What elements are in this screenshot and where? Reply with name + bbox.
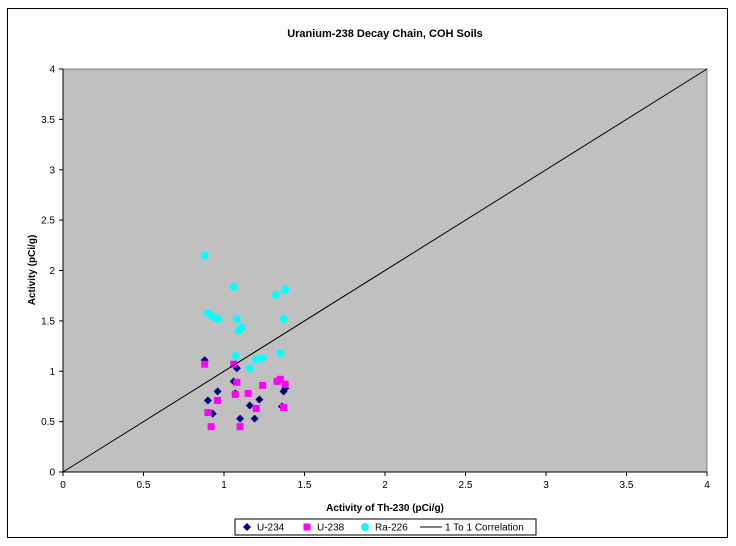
data-point [230,360,238,368]
data-point [200,251,209,260]
legend-box [234,518,537,536]
chart-title: Uranium-238 Decay Chain, COH Soils [287,28,483,40]
y-axis: 0 0.5 1 1.5 2 2.5 3 3.5 4 [41,65,64,479]
x-tick-label: 3.5 [620,480,634,491]
x-axis-title: Activity of Th-230 (pCi/g) [326,503,444,514]
data-point [250,414,259,423]
data-point [207,423,215,431]
y-tick-label: 1.5 [41,316,55,327]
data-point [236,423,244,431]
data-point [276,375,284,383]
data-point [244,389,252,397]
x-tick-label: 0 [60,480,66,491]
y-tick-label: 1 [49,367,55,378]
series-1-to-1-correlation [62,68,708,473]
legend-entry-label: U-238 [317,523,345,534]
x-tick-label: 1 [221,480,227,491]
data-point [281,380,289,388]
y-tick-label: 0.5 [41,417,55,428]
data-point [204,409,212,417]
y-tick-label: 2 [49,266,55,277]
data-point [276,349,285,358]
legend: U-234 U-238 Ra-226 1 To 1 Correlation [234,518,537,536]
data-point [252,405,260,413]
x-tick-label: 2.5 [459,480,473,491]
data-point [233,378,241,386]
y-tick-label: 4 [49,65,55,76]
y-axis-title: Activity (pCi/g) [27,235,38,306]
data-point [213,314,222,323]
data-point [231,352,240,361]
data-point [245,401,254,410]
correlation-line [62,68,708,473]
data-point [214,396,222,404]
x-tick-label: 2 [382,480,388,491]
data-point [258,354,267,363]
series-u-238 [201,360,289,431]
y-tick-label: 3.5 [41,115,55,126]
data-point [203,396,212,405]
data-point [201,360,209,368]
data-point [280,404,288,412]
series-ra-226 [200,251,290,373]
legend-entry-label: U-234 [257,523,285,534]
data-point [213,387,222,396]
data-point [281,285,290,294]
y-tick-label: 2.5 [41,216,55,227]
x-tick-label: 4 [704,480,710,491]
x-tick-label: 3 [543,480,549,491]
data-point [259,381,267,389]
legend-entry-label: Ra-226 [375,523,408,534]
y-tick-label: 3 [49,165,55,176]
data-point [271,290,280,299]
legend-marker-swatch [361,523,369,531]
data-point [236,414,245,423]
data-point [255,395,264,404]
series-layer [62,68,708,473]
data-point [279,314,288,323]
data-point [231,390,239,398]
legend-marker-swatch [243,523,251,531]
y-tick-label: 0 [49,468,55,479]
data-point [232,314,241,323]
data-point [229,282,238,291]
x-tick-label: 0.5 [137,480,151,491]
legend-marker-swatch [303,523,311,531]
x-axis: 0 0.5 1 1.5 2 2.5 3 3.5 4 [60,471,710,491]
data-point [237,323,246,332]
legend-entry-label: 1 To 1 Correlation [445,523,524,534]
data-point [245,364,254,373]
data-point [252,355,261,364]
x-tick-label: 1.5 [298,480,312,491]
